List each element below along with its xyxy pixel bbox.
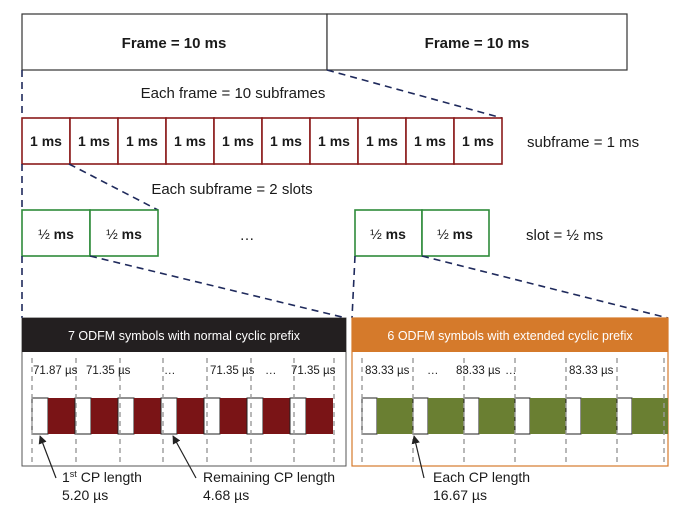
subframe-label: 1 ms [270, 133, 302, 149]
ofdm-symbol [263, 398, 290, 434]
slot-note: slot = ½ ms [526, 227, 603, 244]
symbol-duration: … [164, 365, 176, 377]
ofdm-symbol [377, 398, 413, 434]
frame-box-2 [326, 13, 628, 71]
symbol-duration: … [505, 365, 517, 377]
subframe-label: 1 ms [30, 133, 62, 149]
subframe-label: 1 ms [366, 133, 398, 149]
subframe-label: 1 ms [414, 133, 446, 149]
cyclic-prefix [246, 397, 264, 435]
subframe-label: 1 ms [126, 133, 158, 149]
each-cp-value: 16.67 µs [433, 487, 487, 503]
subframe-label: 1 ms [462, 133, 494, 149]
zoom-link-slot-extended-right [421, 255, 669, 319]
cyclic-prefix [412, 397, 429, 435]
slots-ellipsis: … [240, 227, 255, 244]
subframe-label: 1 ms [318, 133, 350, 149]
subframe-box [69, 117, 119, 165]
slot-label-2: ½ ms [106, 226, 142, 242]
first-cp-arrow [38, 435, 57, 479]
zoom-link-slot-extended-left [351, 255, 356, 319]
subframes-row: 1 ms 1 ms 1 ms 1 ms 1 ms 1 ms 1 ms 1 ms 1 ms 1 ms [21, 117, 503, 165]
normal-cp-title: 7 ODFM symbols with normal cyclic prefix [68, 329, 301, 343]
ofdm-symbol [632, 398, 668, 434]
symbol-duration: 71.35 µs [86, 365, 131, 377]
symbol-duration: 71.87 µs [33, 365, 78, 377]
subframe-box [261, 117, 311, 165]
extended-cp-symbols: 83.33 µs … 83.33 µs … 83.33 µs [361, 358, 668, 466]
frame-label-2: Frame = 10 ms [425, 35, 530, 52]
slots-row: ½ ms ½ ms ½ ms ½ ms … [21, 209, 490, 257]
zoom-link-frame-right [326, 69, 503, 119]
ofdm-symbol [479, 398, 515, 434]
each-cp-arrow [411, 435, 425, 479]
cyclic-prefix [514, 397, 531, 435]
subframe-split-note: Each subframe = 2 slots [151, 181, 312, 198]
slot-label-1: ½ ms [38, 226, 74, 242]
symbol-duration: 83.33 µs [456, 365, 501, 377]
normal-cp-title-bar [22, 318, 346, 352]
frame-note: Each frame = 10 subframes [141, 85, 326, 102]
normal-cp-panel: 7 ODFM symbols with normal cyclic prefix… [21, 317, 347, 467]
symbol-duration: … [265, 365, 277, 377]
slot-box-1 [21, 209, 91, 257]
symbol-duration: 71.35 µs [210, 365, 255, 377]
first-cp-value: 5.20 µs [62, 487, 108, 503]
subframe-box [165, 117, 215, 165]
extended-cp-title: 6 ODFM symbols with extended cyclic pref… [387, 329, 633, 343]
remaining-cp-value: 4.68 µs [203, 487, 249, 503]
slot-label-4: ½ ms [437, 226, 473, 242]
ofdm-symbol [306, 398, 333, 434]
remaining-cp-arrow [172, 435, 197, 479]
symbol-duration: 83.33 µs [365, 365, 410, 377]
slot-box-3 [354, 209, 423, 257]
zoom-link-slot-normal-right [89, 255, 347, 319]
extended-cp-title-bar [352, 318, 668, 352]
slot-label-3: ½ ms [370, 226, 406, 242]
cyclic-prefix [616, 397, 633, 435]
symbol-duration: 83.33 µs [569, 365, 614, 377]
cyclic-prefix [289, 397, 307, 435]
ofdm-symbol [177, 398, 204, 434]
cyclic-prefix [74, 397, 92, 435]
subframe-label: 1 ms [174, 133, 206, 149]
ofdm-symbol [428, 398, 464, 434]
cyclic-prefix [361, 397, 378, 435]
first-cp-label: 1st CP length [62, 469, 142, 485]
subframe-box [453, 117, 503, 165]
remaining-cp-label: Remaining CP length [203, 469, 335, 485]
ofdm-symbol [530, 398, 566, 434]
ofdm-symbol [581, 398, 617, 434]
subframe-label: 1 ms [78, 133, 110, 149]
each-cp-label: Each CP length [433, 469, 530, 485]
frame-label-1: Frame = 10 ms [122, 35, 227, 52]
cyclic-prefix [463, 397, 480, 435]
subframe-label: 1 ms [222, 133, 254, 149]
subframe-note: subframe = 1 ms [527, 134, 639, 151]
symbol-duration: … [427, 365, 439, 377]
slot-box-2 [89, 209, 159, 257]
zoom-link-subframe-right [68, 163, 159, 211]
ofdm-symbol [91, 398, 118, 434]
ofdm-symbol [48, 398, 75, 434]
symbol-duration: 71.35 µs [291, 365, 336, 377]
frame-box-1 [21, 13, 328, 71]
cyclic-prefix [31, 397, 49, 435]
subframe-box [357, 117, 407, 165]
frames-row: Frame = 10 ms Frame = 10 ms [21, 13, 628, 71]
extended-cp-panel: 6 ODFM symbols with extended cyclic pref… [351, 317, 669, 467]
slot-box-4 [421, 209, 490, 257]
ofdm-symbol [134, 398, 161, 434]
cyclic-prefix [565, 397, 582, 435]
ofdm-symbol [220, 398, 247, 434]
normal-cp-symbols: 71.87 µs 71.35 µs … 71.35 µs … 71.35 µs [31, 358, 336, 466]
